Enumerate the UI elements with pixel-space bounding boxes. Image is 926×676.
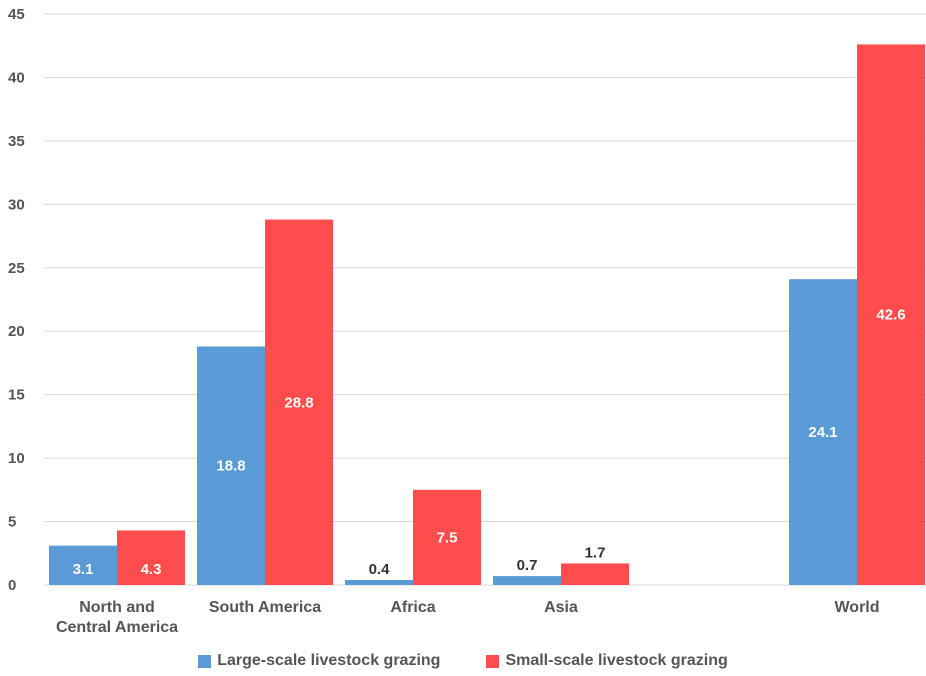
bars: 3.1 4.3 18.8 28.8 0.4 7.5 0.7 1.7 24.1 42.6 [49, 44, 925, 586]
x-category-label: Asia [544, 599, 578, 616]
y-tick-label: 30 [8, 196, 25, 213]
legend-item-large-scale: Large-scale livestock grazing [198, 652, 440, 670]
x-category-label: Central America [56, 619, 178, 636]
legend: Large-scale livestock grazing Small-scal… [0, 652, 926, 670]
x-category-label: Africa [390, 599, 435, 616]
y-tick-label: 40 [8, 69, 25, 86]
x-category-label: World [834, 599, 879, 616]
y-tick-label: 35 [8, 133, 25, 150]
bar-large-scale [789, 279, 857, 585]
data-label: 24.1 [808, 424, 837, 441]
legend-swatch-large-scale [198, 654, 212, 668]
y-tick-label: 0 [8, 577, 16, 594]
y-tick-label: 25 [8, 260, 25, 277]
data-label: 0.4 [369, 561, 391, 578]
bar-large-scale [345, 579, 413, 585]
y-tick-label: 45 [8, 6, 25, 23]
legend-swatch-small-scale [486, 654, 500, 668]
bar-small-scale [857, 44, 925, 586]
y-tick-label: 5 [8, 514, 16, 531]
bar-small-scale [413, 489, 481, 585]
data-label: 3.1 [73, 561, 94, 578]
x-axis-category-labels: North and Central America South America Afr… [56, 599, 880, 636]
legend-item-small-scale: Small-scale livestock grazing [486, 652, 728, 670]
bar-large-scale [49, 545, 117, 585]
y-tick-label: 20 [8, 323, 25, 340]
data-label: 4.3 [141, 561, 162, 578]
bar-small-scale [561, 563, 629, 585]
legend-label-large-scale: Large-scale livestock grazing [217, 652, 441, 669]
y-axis-tick-labels: 0 5 10 15 20 25 30 35 40 45 [8, 6, 25, 594]
data-label: 28.8 [284, 394, 313, 411]
bar-large-scale [493, 576, 561, 585]
bar-small-scale [265, 219, 333, 585]
y-tick-label: 10 [8, 450, 25, 467]
bar-chart: 0 5 10 15 20 25 30 35 40 45 3.1 4.3 18.8 28.8 0.4 7.5 0… [8, 6, 926, 636]
bar-small-scale [117, 530, 185, 585]
data-label: 0.7 [517, 557, 538, 574]
y-tick-label: 15 [8, 387, 25, 404]
bar-large-scale [197, 346, 265, 585]
data-label: 42.6 [876, 307, 905, 324]
legend-label-small-scale: Small-scale livestock grazing [505, 652, 728, 669]
x-category-label: South America [209, 599, 321, 616]
data-label: 1.7 [585, 544, 606, 561]
x-category-label: North and [79, 599, 155, 616]
data-label: 18.8 [216, 458, 245, 475]
data-label: 7.5 [437, 529, 458, 546]
gridlines [44, 13, 926, 586]
